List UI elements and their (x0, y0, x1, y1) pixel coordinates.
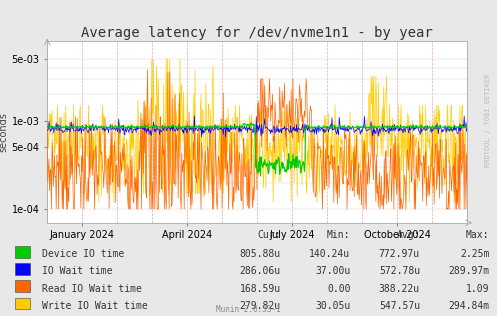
Text: 2.25m: 2.25m (460, 249, 490, 259)
Text: Write IO Wait time: Write IO Wait time (42, 301, 148, 311)
Text: Avg:: Avg: (397, 230, 420, 240)
Text: Munin 2.0.33-1: Munin 2.0.33-1 (216, 306, 281, 314)
Text: RRDTOOL / TOBI OETIKER: RRDTOOL / TOBI OETIKER (485, 73, 491, 167)
Bar (15, 298, 30, 309)
Text: 572.78u: 572.78u (379, 266, 420, 276)
Text: 0.00: 0.00 (327, 283, 350, 294)
Text: 772.97u: 772.97u (379, 249, 420, 259)
Text: Max:: Max: (466, 230, 490, 240)
Text: Device IO time: Device IO time (42, 249, 124, 259)
Text: 805.88u: 805.88u (240, 249, 281, 259)
Text: 388.22u: 388.22u (379, 283, 420, 294)
Text: 168.59u: 168.59u (240, 283, 281, 294)
Text: Min:: Min: (327, 230, 350, 240)
Text: 140.24u: 140.24u (309, 249, 350, 259)
Text: 37.00u: 37.00u (315, 266, 350, 276)
Bar (15, 280, 30, 292)
Bar (15, 246, 30, 258)
Text: Read IO Wait time: Read IO Wait time (42, 283, 142, 294)
Text: 286.06u: 286.06u (240, 266, 281, 276)
Text: 30.05u: 30.05u (315, 301, 350, 311)
Text: 1.09: 1.09 (466, 283, 490, 294)
Text: 279.82u: 279.82u (240, 301, 281, 311)
Text: 289.97m: 289.97m (448, 266, 490, 276)
Text: 294.84m: 294.84m (448, 301, 490, 311)
Text: Cur:: Cur: (257, 230, 281, 240)
Bar (15, 263, 30, 275)
Text: 547.57u: 547.57u (379, 301, 420, 311)
Text: IO Wait time: IO Wait time (42, 266, 113, 276)
Title: Average latency for /dev/nvme1n1 - by year: Average latency for /dev/nvme1n1 - by ye… (82, 26, 433, 40)
Y-axis label: seconds: seconds (0, 112, 9, 152)
